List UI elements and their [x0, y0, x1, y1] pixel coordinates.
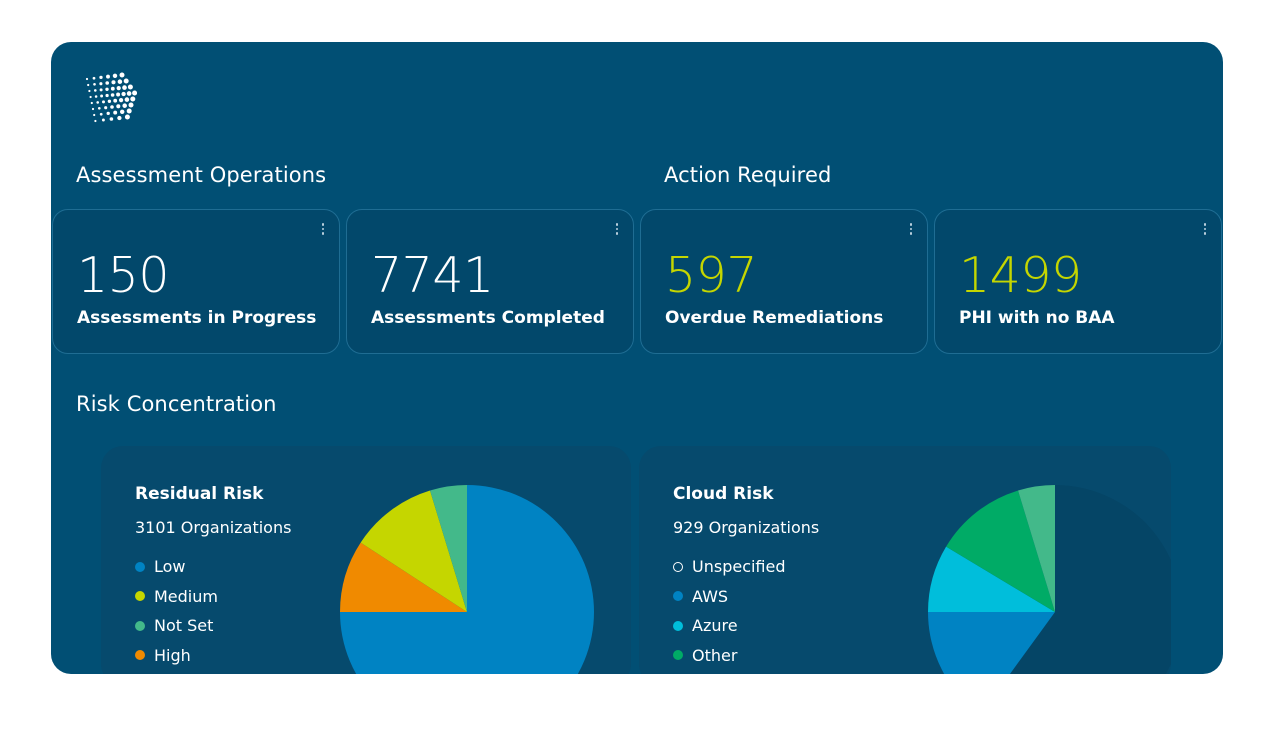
pie-slice-azure[interactable]: [928, 546, 1055, 612]
legend-item[interactable]: High: [135, 641, 218, 671]
legend-swatch: [135, 591, 145, 602]
metric-value: 1499: [959, 247, 1082, 304]
pie-slice-medium[interactable]: [360, 490, 467, 612]
legend-item[interactable]: AWS: [673, 582, 786, 612]
chart-title: Cloud Risk: [673, 484, 774, 504]
legend-label: Other: [692, 645, 738, 665]
pie-chart-residual-risk[interactable]: [339, 484, 595, 674]
metric-label: Assessments in Progress: [77, 308, 317, 328]
legend-swatch: [673, 650, 683, 661]
pie-slice-low[interactable]: [340, 485, 594, 674]
chart-card-residual-risk: Residual Risk 3101 Organizations Low Med…: [101, 446, 631, 674]
metric-label: PHI with no BAA: [959, 308, 1115, 328]
chart-subtitle: 929 Organizations: [673, 518, 820, 537]
legend-label: Unspecified: [692, 557, 786, 577]
section-title-action-required: Action Required: [664, 163, 832, 187]
metric-card-phi-with-no-baa[interactable]: 1499 PHI with no BAA: [934, 209, 1222, 354]
section-title-risk-concentration: Risk Concentration: [76, 392, 277, 416]
legend-item[interactable]: Not Set: [135, 611, 218, 641]
legend-label: AWS: [692, 586, 729, 606]
legend-label: High: [154, 645, 191, 665]
more-options-icon[interactable]: [317, 222, 329, 236]
chart-title: Residual Risk: [135, 484, 264, 504]
metric-label: Overdue Remediations: [665, 308, 884, 328]
pie-slice-other[interactable]: [946, 490, 1055, 612]
chart-legend: Low Medium Not Set High: [135, 552, 218, 670]
pie-slice-other-light[interactable]: [1018, 485, 1055, 612]
more-options-icon[interactable]: [905, 222, 917, 236]
legend-swatch: [135, 620, 145, 631]
chart-card-cloud-risk: Cloud Risk 929 Organizations Unspecified…: [639, 446, 1171, 674]
legend-item[interactable]: Azure: [673, 611, 786, 641]
metric-card-assessments-in-progress[interactable]: 150 Assessments in Progress: [52, 209, 340, 354]
legend-label: Not Set: [154, 616, 214, 636]
pie-slice-aws[interactable]: [928, 612, 1055, 674]
pie-slice-high[interactable]: [340, 542, 467, 612]
pie-slice-unspecified[interactable]: [980, 485, 1171, 674]
metric-label: Assessments Completed: [371, 308, 605, 328]
legend-swatch: [135, 561, 145, 572]
pie-chart-cloud-risk[interactable]: [927, 484, 1171, 674]
metric-value: 150: [77, 247, 170, 304]
metric-value: 597: [665, 247, 758, 304]
legend-swatch: [673, 561, 683, 572]
legend-item[interactable]: Medium: [135, 582, 218, 612]
chart-subtitle: 3101 Organizations: [135, 518, 292, 537]
legend-item[interactable]: Low: [135, 552, 218, 582]
section-title-assessment-operations: Assessment Operations: [76, 163, 327, 187]
chart-legend: Unspecified AWS Azure Other: [673, 552, 786, 670]
pie-slice-not-set[interactable]: [430, 485, 467, 612]
metric-card-overdue-remediations[interactable]: 597 Overdue Remediations: [640, 209, 928, 354]
legend-swatch: [673, 620, 683, 631]
more-options-icon[interactable]: [611, 222, 623, 236]
metric-card-assessments-completed[interactable]: 7741 Assessments Completed: [346, 209, 634, 354]
legend-label: Medium: [154, 586, 218, 606]
legend-item[interactable]: Unspecified: [673, 552, 786, 582]
legend-label: Azure: [692, 616, 738, 636]
legend-swatch: [135, 650, 145, 661]
legend-swatch: [673, 591, 683, 602]
dashboard-panel: Assessment Operations Action Required 15…: [51, 42, 1223, 674]
metric-value: 7741: [371, 247, 494, 304]
more-options-icon[interactable]: [1199, 222, 1211, 236]
legend-label: Low: [154, 557, 186, 577]
globe-logo-icon: [85, 72, 137, 123]
legend-item[interactable]: Other: [673, 641, 786, 671]
